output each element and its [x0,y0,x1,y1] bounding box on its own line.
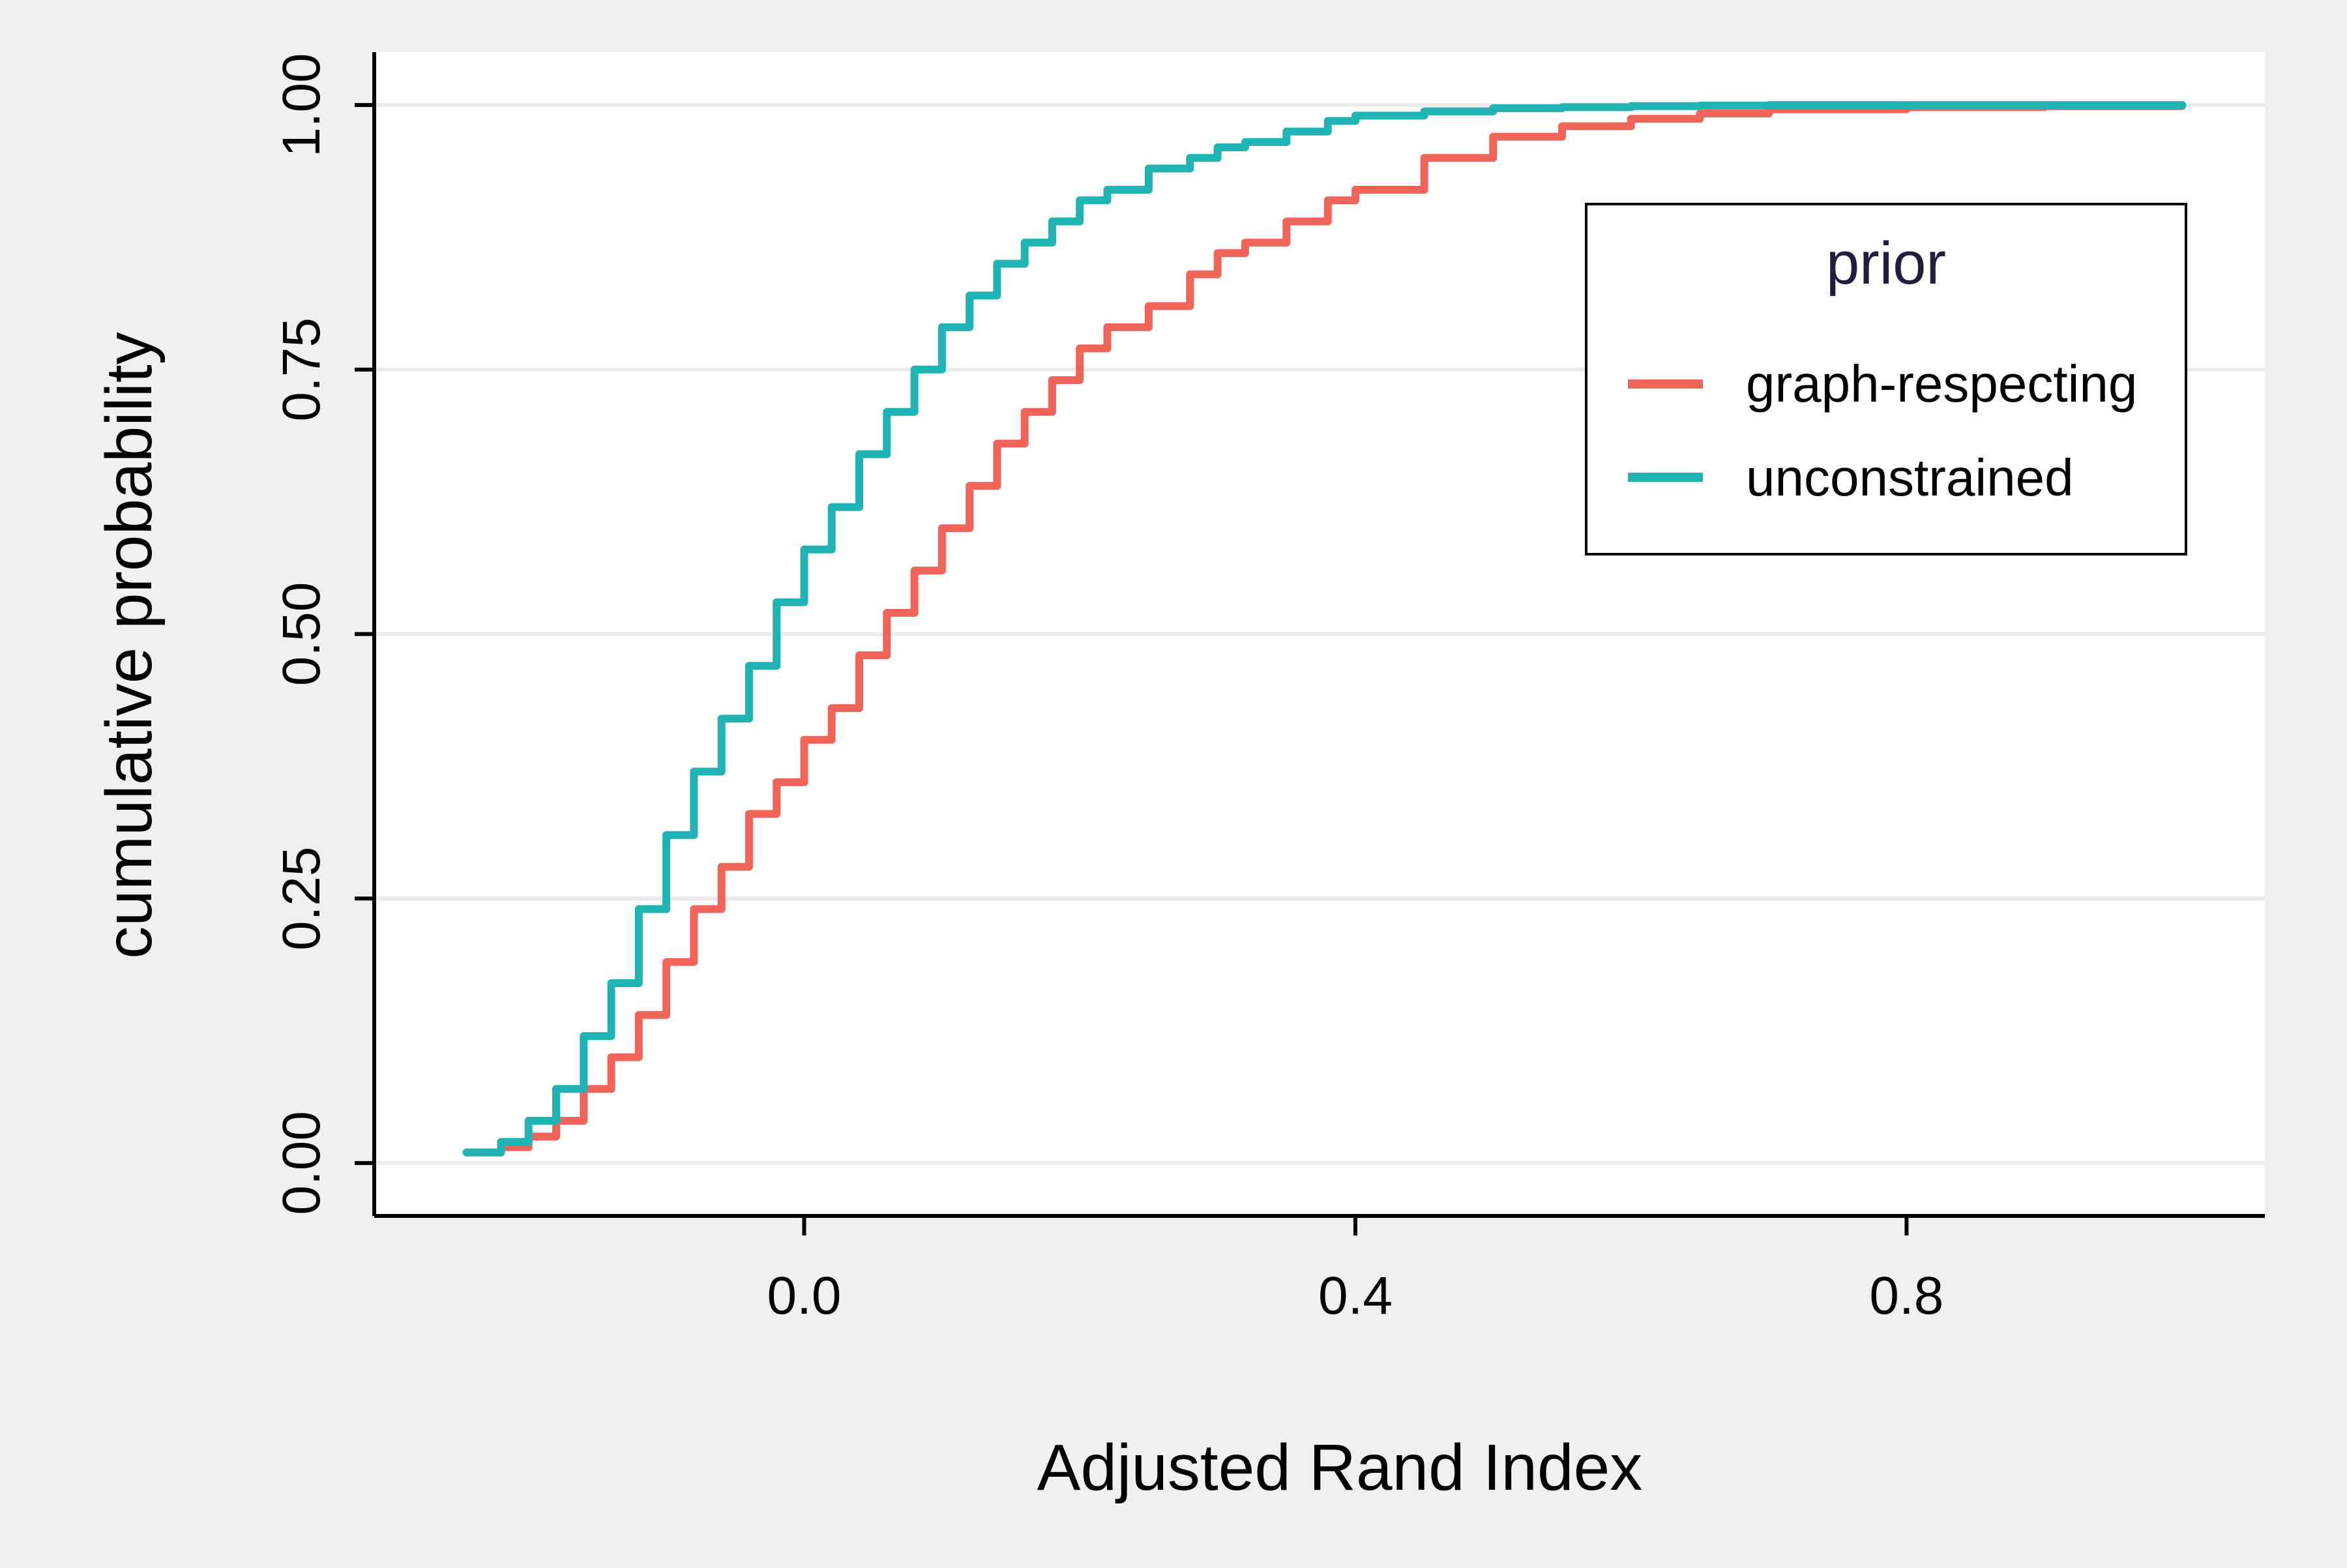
series-layer [462,101,2187,1157]
y-tick-label-0: 0.00 [272,1111,331,1215]
legend-label-unconstrained: unconstrained [1746,449,2074,507]
y-axis-title: cumulative probability [93,332,166,959]
legend-box [1585,203,2187,555]
legend: prior graph-respecting unconstrained [1585,203,2187,555]
y-tick-label-2: 0.50 [272,582,331,687]
y-tick-label-4: 1.00 [272,53,331,157]
series-line-unconstrained [462,101,2187,1157]
legend-title: prior [1826,230,1946,297]
y-tick-label-3: 0.75 [272,318,331,422]
ticks: 0.00 0.25 0.50 0.75 1.00 0.0 0.4 0.8 [272,53,1943,1325]
x-tick-label-1: 0.4 [1318,1266,1393,1325]
y-tick-label-1: 0.25 [272,846,331,951]
legend-label-graph-respecting: graph-respecting [1746,355,2137,413]
x-tick-label-2: 0.8 [1869,1266,1943,1325]
series-line-graph-respecting [462,101,2187,1157]
x-tick-label-0: 0.0 [767,1266,841,1325]
x-axis-title: Adjusted Rand Index [1037,1431,1642,1504]
